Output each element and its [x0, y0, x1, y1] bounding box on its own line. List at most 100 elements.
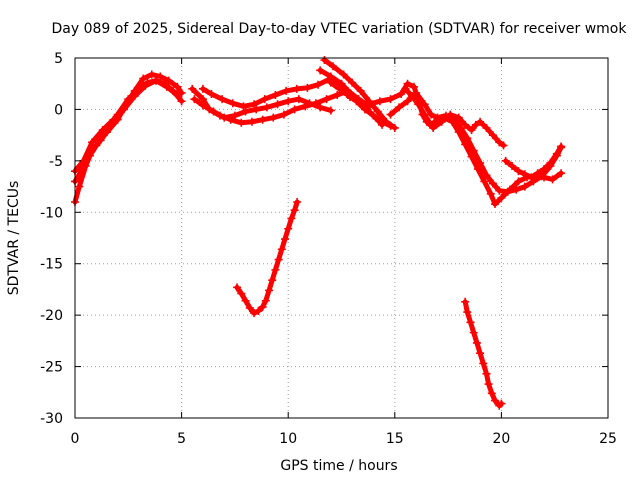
x-tick-label: 10 [279, 431, 297, 447]
data-point [540, 173, 549, 182]
x-tick-label: 15 [386, 431, 404, 447]
data-point [322, 95, 331, 104]
data-point [471, 120, 480, 129]
series-line [388, 90, 564, 195]
data-point [281, 235, 290, 244]
y-tick-label: 0 [54, 102, 63, 118]
data-point [284, 97, 293, 106]
data-point [461, 140, 470, 149]
y-axis-label: SDTVAR / TECUs [6, 181, 22, 296]
series-line [72, 72, 185, 184]
data-point [268, 276, 277, 285]
data-point [501, 156, 510, 165]
data-point [365, 100, 374, 109]
data-point [260, 95, 269, 104]
data-point [527, 173, 536, 182]
data-point [463, 308, 472, 317]
data-point [466, 318, 475, 327]
data-point [109, 115, 118, 124]
data-point [258, 115, 267, 124]
data-point [403, 97, 412, 106]
data-point [352, 97, 361, 106]
data-point [245, 303, 254, 312]
data-point [303, 83, 312, 92]
data-point [130, 92, 139, 101]
data-point [461, 297, 470, 306]
data-point [287, 214, 296, 223]
data-point [293, 198, 302, 206]
data-point [207, 90, 216, 98]
data-point [241, 107, 250, 116]
data-point [439, 113, 448, 122]
data-point [320, 56, 329, 65]
x-tick-label: 20 [492, 431, 510, 447]
data-point [190, 95, 199, 104]
data-point [548, 175, 557, 184]
data-point [164, 76, 173, 85]
data-point [177, 97, 186, 106]
data-point [337, 79, 346, 88]
data-point [454, 113, 463, 122]
data-point [88, 138, 97, 147]
data-point [448, 117, 457, 126]
data-point [395, 103, 404, 112]
data-point [520, 170, 529, 179]
y-tick-label: -25 [40, 360, 63, 376]
chart-title: Day 089 of 2025, Sidereal Day-to-day VTE… [52, 21, 628, 37]
data-point [484, 380, 493, 389]
data-point [316, 103, 325, 112]
y-tick-label: -10 [40, 205, 63, 221]
x-tick-label: 25 [599, 431, 617, 447]
data-point [552, 149, 561, 158]
data-point [269, 113, 278, 122]
data-point [241, 296, 250, 305]
data-point [290, 206, 299, 215]
data-point [277, 245, 286, 254]
x-tick-label: 5 [177, 431, 186, 447]
data-point [482, 369, 491, 378]
x-tick-label: 0 [71, 431, 80, 447]
data-point [488, 179, 497, 188]
data-point [348, 78, 357, 87]
data-point [220, 113, 229, 122]
data-point [488, 131, 497, 140]
data-point [250, 100, 259, 109]
y-tick-label: -5 [49, 154, 63, 170]
data-point [102, 128, 111, 137]
data-point [386, 110, 395, 119]
series-track-3 [71, 76, 182, 176]
data-point [162, 82, 171, 91]
data-point [292, 84, 301, 93]
data-point [335, 84, 344, 93]
data-point [386, 121, 395, 130]
data-point [261, 296, 270, 305]
data-point [92, 141, 101, 150]
data-point [557, 169, 566, 178]
data-point [414, 100, 423, 109]
data-point [233, 283, 242, 292]
series-track-7 [320, 56, 399, 132]
data-point [177, 88, 186, 97]
series-track-14 [233, 198, 302, 318]
data-point [412, 88, 421, 97]
data-point [237, 118, 246, 127]
data-point [250, 309, 259, 318]
data-point [497, 399, 506, 408]
data-point [407, 92, 416, 101]
data-point [237, 289, 246, 298]
data-point [305, 99, 314, 108]
data-point [274, 255, 283, 264]
data-point [373, 107, 382, 116]
data-point [514, 167, 523, 176]
data-point [497, 193, 506, 202]
data-point [230, 111, 239, 120]
data-point [120, 105, 129, 114]
data-point [409, 82, 418, 91]
data-point [290, 105, 299, 114]
data-point [271, 265, 280, 274]
data-point [378, 117, 387, 126]
y-tick-label: 5 [54, 51, 63, 67]
data-point [469, 328, 478, 337]
y-tick-label: -30 [40, 411, 63, 427]
